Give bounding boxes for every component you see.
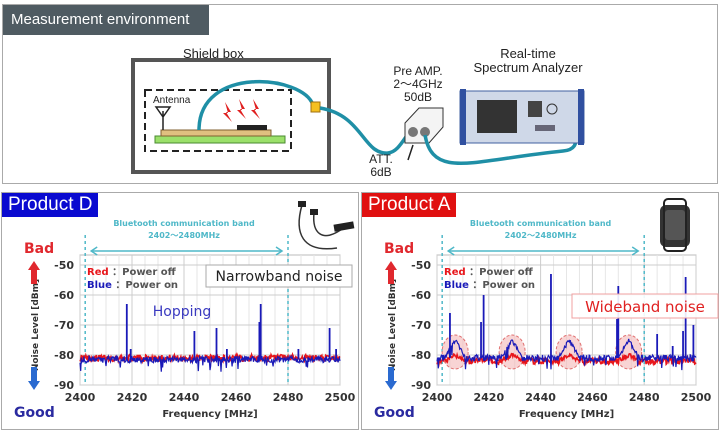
band-range-label: 2402～2480MHz: [505, 231, 577, 240]
x-tick-label: 2400: [65, 391, 96, 404]
wideband-noise-highlight: [441, 334, 469, 370]
legend-item: Red ：Power off: [87, 267, 177, 278]
y-tick-label: -70: [411, 319, 431, 332]
product-title: Product A: [362, 193, 457, 217]
legend-item: Blue ：Power on: [87, 280, 178, 291]
x-axis-label: Frequency [MHz]: [162, 409, 257, 420]
legend-text: ：Power off: [466, 267, 534, 278]
pcb-trace: [160, 129, 272, 137]
legend-key: Red: [444, 267, 466, 278]
y-tick-label: -80: [54, 349, 74, 362]
y-tick-label: -90: [411, 379, 431, 392]
setup-diagram: [131, 58, 585, 174]
arrow-up-icon: [28, 261, 40, 284]
y-tick-label: -90: [54, 379, 74, 392]
series-blue-trace: [79, 354, 341, 372]
x-tick-label: 2420: [473, 391, 504, 404]
pre-amp-icon: [404, 107, 444, 144]
cable-to-amp: [319, 106, 413, 155]
shield-box: [131, 58, 331, 174]
legend-text: ：Power on: [112, 280, 178, 291]
chart-panel-product-d: 2400 2420 2440 2460 2480 2500 -50 -60 -70 -80 -90 F…: [1, 192, 359, 430]
antenna-label: Antenna: [153, 95, 191, 106]
series-red-trace: [79, 351, 341, 365]
y-axis-label: Noise Level [dBm]: [388, 279, 398, 371]
chart-product-a: 2400 2420 2440 2460 2480 2500 -50 -60 -70 -80 -90 F…: [374, 198, 719, 421]
annotation-box: [205, 264, 353, 288]
emission-icon: [223, 99, 260, 122]
earphones-icon: [298, 201, 355, 250]
good-label: Good: [14, 405, 55, 421]
x-tick-label: 2460: [221, 391, 252, 404]
bad-label: Bad: [24, 241, 54, 257]
x-tick-label: 2440: [525, 391, 556, 404]
internal-cable: [197, 79, 315, 131]
x-tick-label: 2400: [422, 391, 453, 404]
good-label: Good: [374, 405, 415, 421]
spectrum-analyzer-icon: [459, 89, 585, 145]
y-axis-label: Noise Level [dBm]: [31, 279, 41, 371]
pcb-board: [154, 135, 286, 144]
analyzer-label: Real-time Spectrum Analyzer: [473, 46, 583, 76]
att-arrow: [407, 144, 414, 161]
arrow-down-icon: [28, 367, 40, 390]
antenna-icon: [154, 106, 172, 130]
band-range-label: 2402～2480MHz: [148, 231, 220, 240]
band-arrowheads: [446, 246, 640, 256]
y-tick-label: -60: [411, 289, 431, 302]
y-tick-label: -50: [411, 259, 431, 272]
y-tick-label: -80: [411, 349, 431, 362]
chart-panel-product-a: 2400 2420 2440 2460 2480 2500 -50 -60 -70 -80 -90 F…: [361, 192, 719, 430]
chip: [237, 125, 267, 130]
x-tick-label: 2500: [681, 391, 712, 404]
band-label: Bluetooth communication band: [113, 219, 255, 228]
series-blue-trace: [436, 338, 697, 371]
annotation-box: [571, 293, 719, 319]
legend-text: ：Power on: [469, 280, 535, 291]
pre-amp-label: Pre AMP. 2～4GHz 50dB: [393, 64, 443, 105]
x-tick-label: 2480: [629, 391, 660, 404]
legend-text: ：Power off: [109, 267, 177, 278]
x-tick-label: 2480: [273, 391, 304, 404]
x-tick-label: 2460: [577, 391, 608, 404]
wideband-noise-label: Wideband noise: [585, 298, 705, 316]
y-tick-label: -50: [54, 259, 74, 272]
x-tick-label: 2500: [325, 391, 356, 404]
smartwatch-icon: [660, 198, 690, 252]
connector: [310, 101, 321, 113]
x-tick-label: 2440: [169, 391, 200, 404]
measurement-environment-panel: Measurement environment Shield box Anten…: [2, 4, 718, 184]
legend-key: Blue: [444, 280, 469, 291]
att-label: ATT. 6dB: [369, 152, 393, 180]
band-label: Bluetooth communication band: [470, 219, 612, 228]
arrow-down-icon: [385, 367, 397, 390]
x-tick-label: 2420: [117, 391, 148, 404]
y-tick-label: -60: [54, 289, 74, 302]
product-title: Product D: [2, 193, 99, 217]
shield-box-label: Shield box: [183, 46, 244, 61]
device-boundary: [144, 89, 292, 152]
legend-item: Red ：Power off: [444, 267, 534, 278]
chart-product-d: 2400 2420 2440 2460 2480 2500 -50 -60 -70 -80 -90 F…: [14, 201, 356, 421]
cable-to-analyzer: [423, 134, 578, 165]
legend-key: Blue: [87, 280, 112, 291]
y-tick-label: -70: [54, 319, 74, 332]
arrow-up-icon: [385, 261, 397, 284]
legend-key: Red: [87, 267, 109, 278]
section-title: Measurement environment: [3, 5, 209, 35]
hopping-label: Hopping: [153, 304, 212, 320]
band-arrowheads: [89, 246, 284, 256]
legend-item: Blue ：Power on: [444, 280, 535, 291]
x-axis-label: Frequency [MHz]: [519, 409, 614, 420]
bad-label: Bad: [384, 241, 414, 257]
narrowband-noise-label: Narrowband noise: [216, 269, 343, 285]
